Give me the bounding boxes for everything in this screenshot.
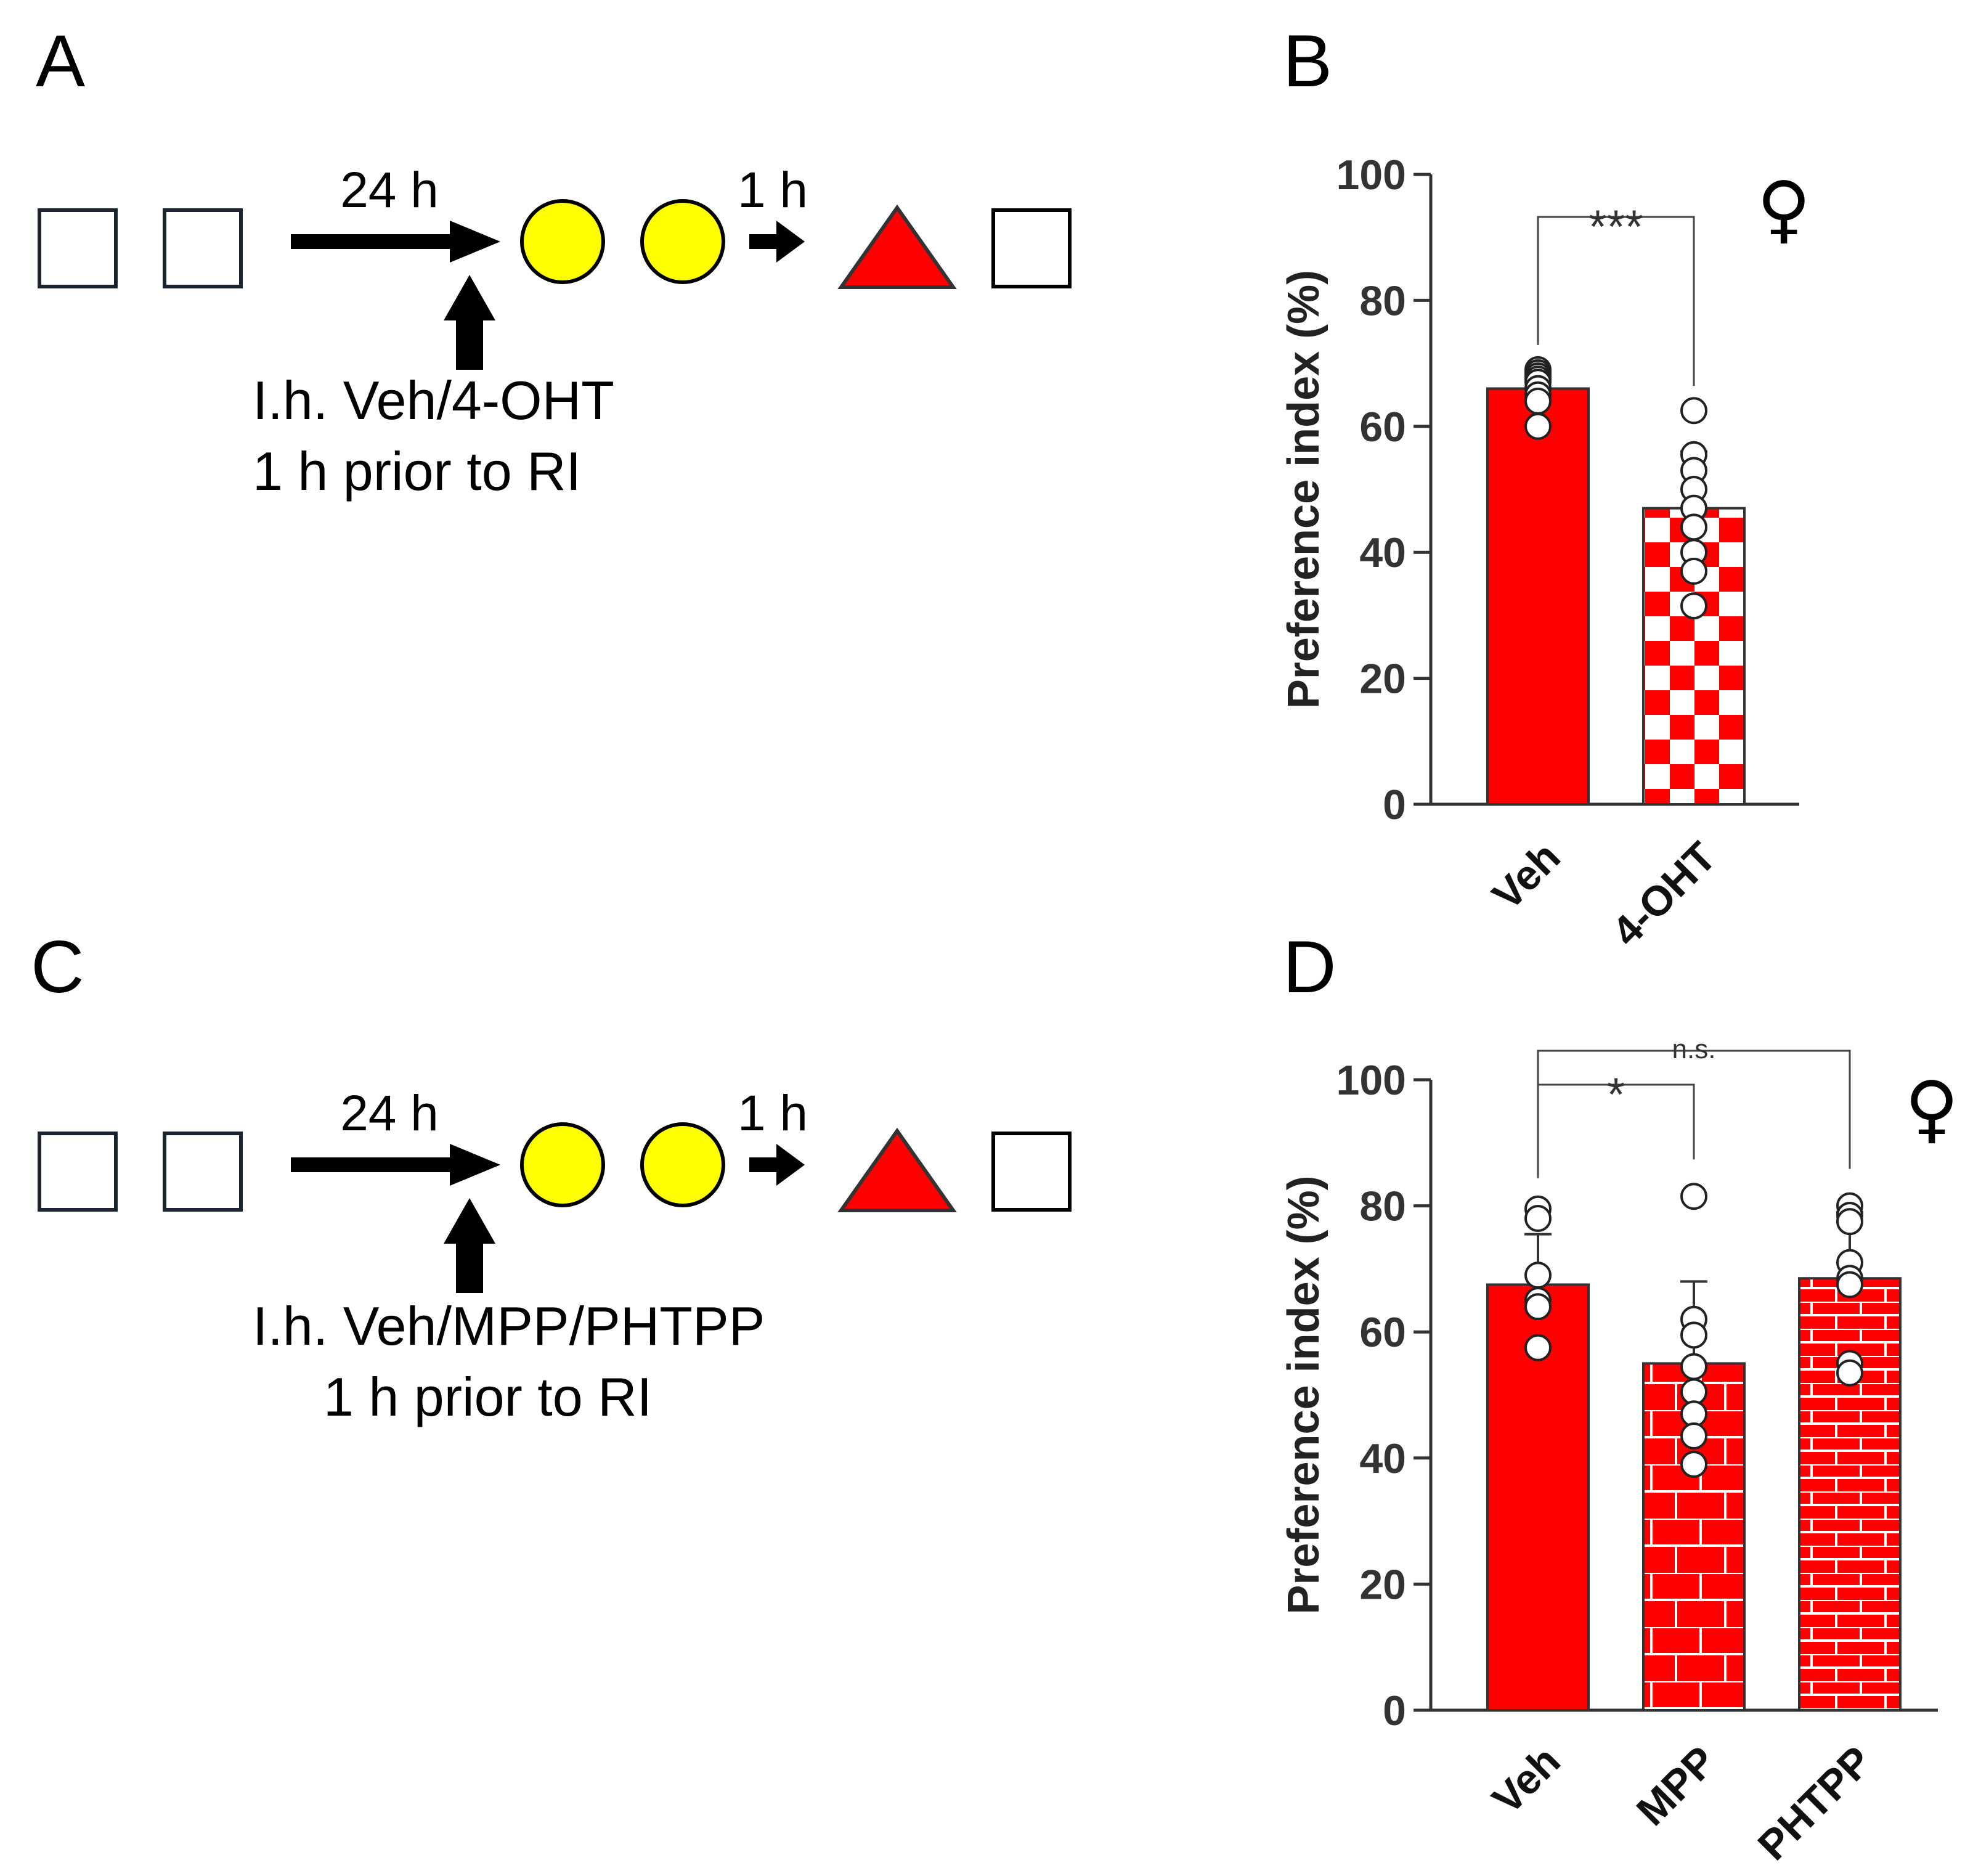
- x-tick-label: Veh: [1483, 1737, 1569, 1823]
- y-tick-label: 0: [1383, 1687, 1406, 1734]
- arrow-right-icon: [291, 221, 500, 263]
- y-tick-label: 40: [1359, 1435, 1406, 1482]
- chart-b: 0 20 40 60 80 100 Preference index (%) Veh 4-OHT…: [1279, 152, 1799, 955]
- panel-a: A 24 h 1 h I.h. Veh/4-OHT 1 h prior to R…: [36, 20, 1072, 502]
- y-axis-label: Preference index (%): [1279, 1175, 1328, 1614]
- circle-object-1: [520, 199, 605, 284]
- arrow-label-24h: 24 h: [340, 162, 439, 218]
- y-tick-label: 100: [1336, 1057, 1406, 1104]
- significance-bracket: [1537, 216, 1695, 386]
- square-object-1: [38, 208, 118, 288]
- chart-d: 0 20 40 60 80 100 Preference index (%) Veh MPP PH…: [1279, 1034, 1938, 1869]
- panel-letter-b: B: [1283, 20, 1332, 102]
- y-tick-label: 100: [1336, 152, 1406, 198]
- bar-veh: [1486, 387, 1590, 805]
- data-point: [1680, 592, 1707, 620]
- panel-letter-a: A: [36, 20, 85, 102]
- significance-label: n.s.: [1672, 1034, 1716, 1064]
- arrow-label-24h: 24 h: [340, 1085, 439, 1141]
- data-point: [1680, 513, 1707, 541]
- data-point: [1524, 1293, 1552, 1321]
- significance-bracket: [1537, 1050, 1851, 1178]
- y-axis-label: Preference index (%): [1279, 270, 1328, 709]
- data-point: [1680, 1422, 1707, 1450]
- bar-phtpp: [1798, 1277, 1902, 1712]
- square-object-2: [163, 1132, 243, 1212]
- x-tick-label: 4-OHT: [1603, 833, 1725, 955]
- y-tick-label: 80: [1359, 277, 1406, 324]
- data-point: [1680, 1183, 1707, 1210]
- significance-label: ***: [1589, 201, 1643, 253]
- arrow-label-1h: 1 h: [738, 1085, 808, 1141]
- y-tick-label: 20: [1359, 1561, 1406, 1608]
- data-point: [1524, 1334, 1552, 1361]
- data-point: [1680, 1353, 1707, 1380]
- y-tick-label: 0: [1383, 781, 1406, 828]
- female-symbol-icon: ♀: [1757, 166, 1811, 252]
- circle-object-1: [520, 1122, 605, 1207]
- arrow-up-icon: [444, 275, 495, 370]
- panel-letter-d: D: [1283, 926, 1336, 1008]
- data-point: [1836, 1271, 1863, 1299]
- square-object-3: [991, 1132, 1072, 1212]
- x-tick-label: MPP: [1628, 1737, 1725, 1835]
- y-tick-label: 60: [1359, 1309, 1406, 1356]
- data-point: [1680, 1321, 1707, 1349]
- arrow-right-icon: [291, 1144, 500, 1186]
- triangle-object: [837, 1127, 957, 1212]
- y-tick-label: 40: [1359, 529, 1406, 576]
- arrow-label-1h: 1 h: [738, 162, 808, 218]
- arrow-up-icon: [444, 1198, 495, 1293]
- data-point: [1680, 557, 1707, 585]
- data-point: [1524, 1205, 1552, 1233]
- data-point: [1680, 1451, 1707, 1478]
- data-point: [1524, 412, 1552, 440]
- y-tick-label: 80: [1359, 1183, 1406, 1230]
- arrow-right-small-icon: [749, 1144, 805, 1186]
- circle-object-2: [640, 199, 725, 284]
- data-point: [1524, 387, 1552, 415]
- data-point: [1836, 1208, 1863, 1236]
- injection-label-line1: I.h. Veh/4-OHT: [253, 370, 614, 431]
- y-tick-label: 60: [1359, 404, 1406, 451]
- data-point: [1524, 1262, 1552, 1289]
- y-tick-label: 20: [1359, 656, 1406, 703]
- panel-c: C 24 h 1 h I.h. Veh/MPP/PHTPP 1 h prior …: [31, 926, 1072, 1427]
- injection-label-line2: 1 h prior to RI: [253, 441, 581, 502]
- data-point: [1680, 397, 1707, 425]
- female-symbol-icon: ♀: [1905, 1066, 1959, 1152]
- significance-label: *: [1607, 1069, 1625, 1121]
- arrow-right-small-icon: [749, 221, 805, 263]
- square-object-3: [991, 208, 1072, 288]
- square-object-2: [163, 208, 243, 288]
- x-tick-label: PHTPP: [1749, 1737, 1881, 1869]
- injection-label-line1: I.h. Veh/MPP/PHTPP: [253, 1295, 765, 1356]
- triangle-object: [837, 204, 957, 289]
- square-object-1: [38, 1132, 118, 1212]
- injection-label-line2: 1 h prior to RI: [323, 1366, 652, 1427]
- panel-letter-c: C: [31, 926, 84, 1008]
- data-point: [1836, 1359, 1863, 1387]
- x-tick-label: Veh: [1483, 833, 1569, 919]
- circle-object-2: [640, 1122, 725, 1207]
